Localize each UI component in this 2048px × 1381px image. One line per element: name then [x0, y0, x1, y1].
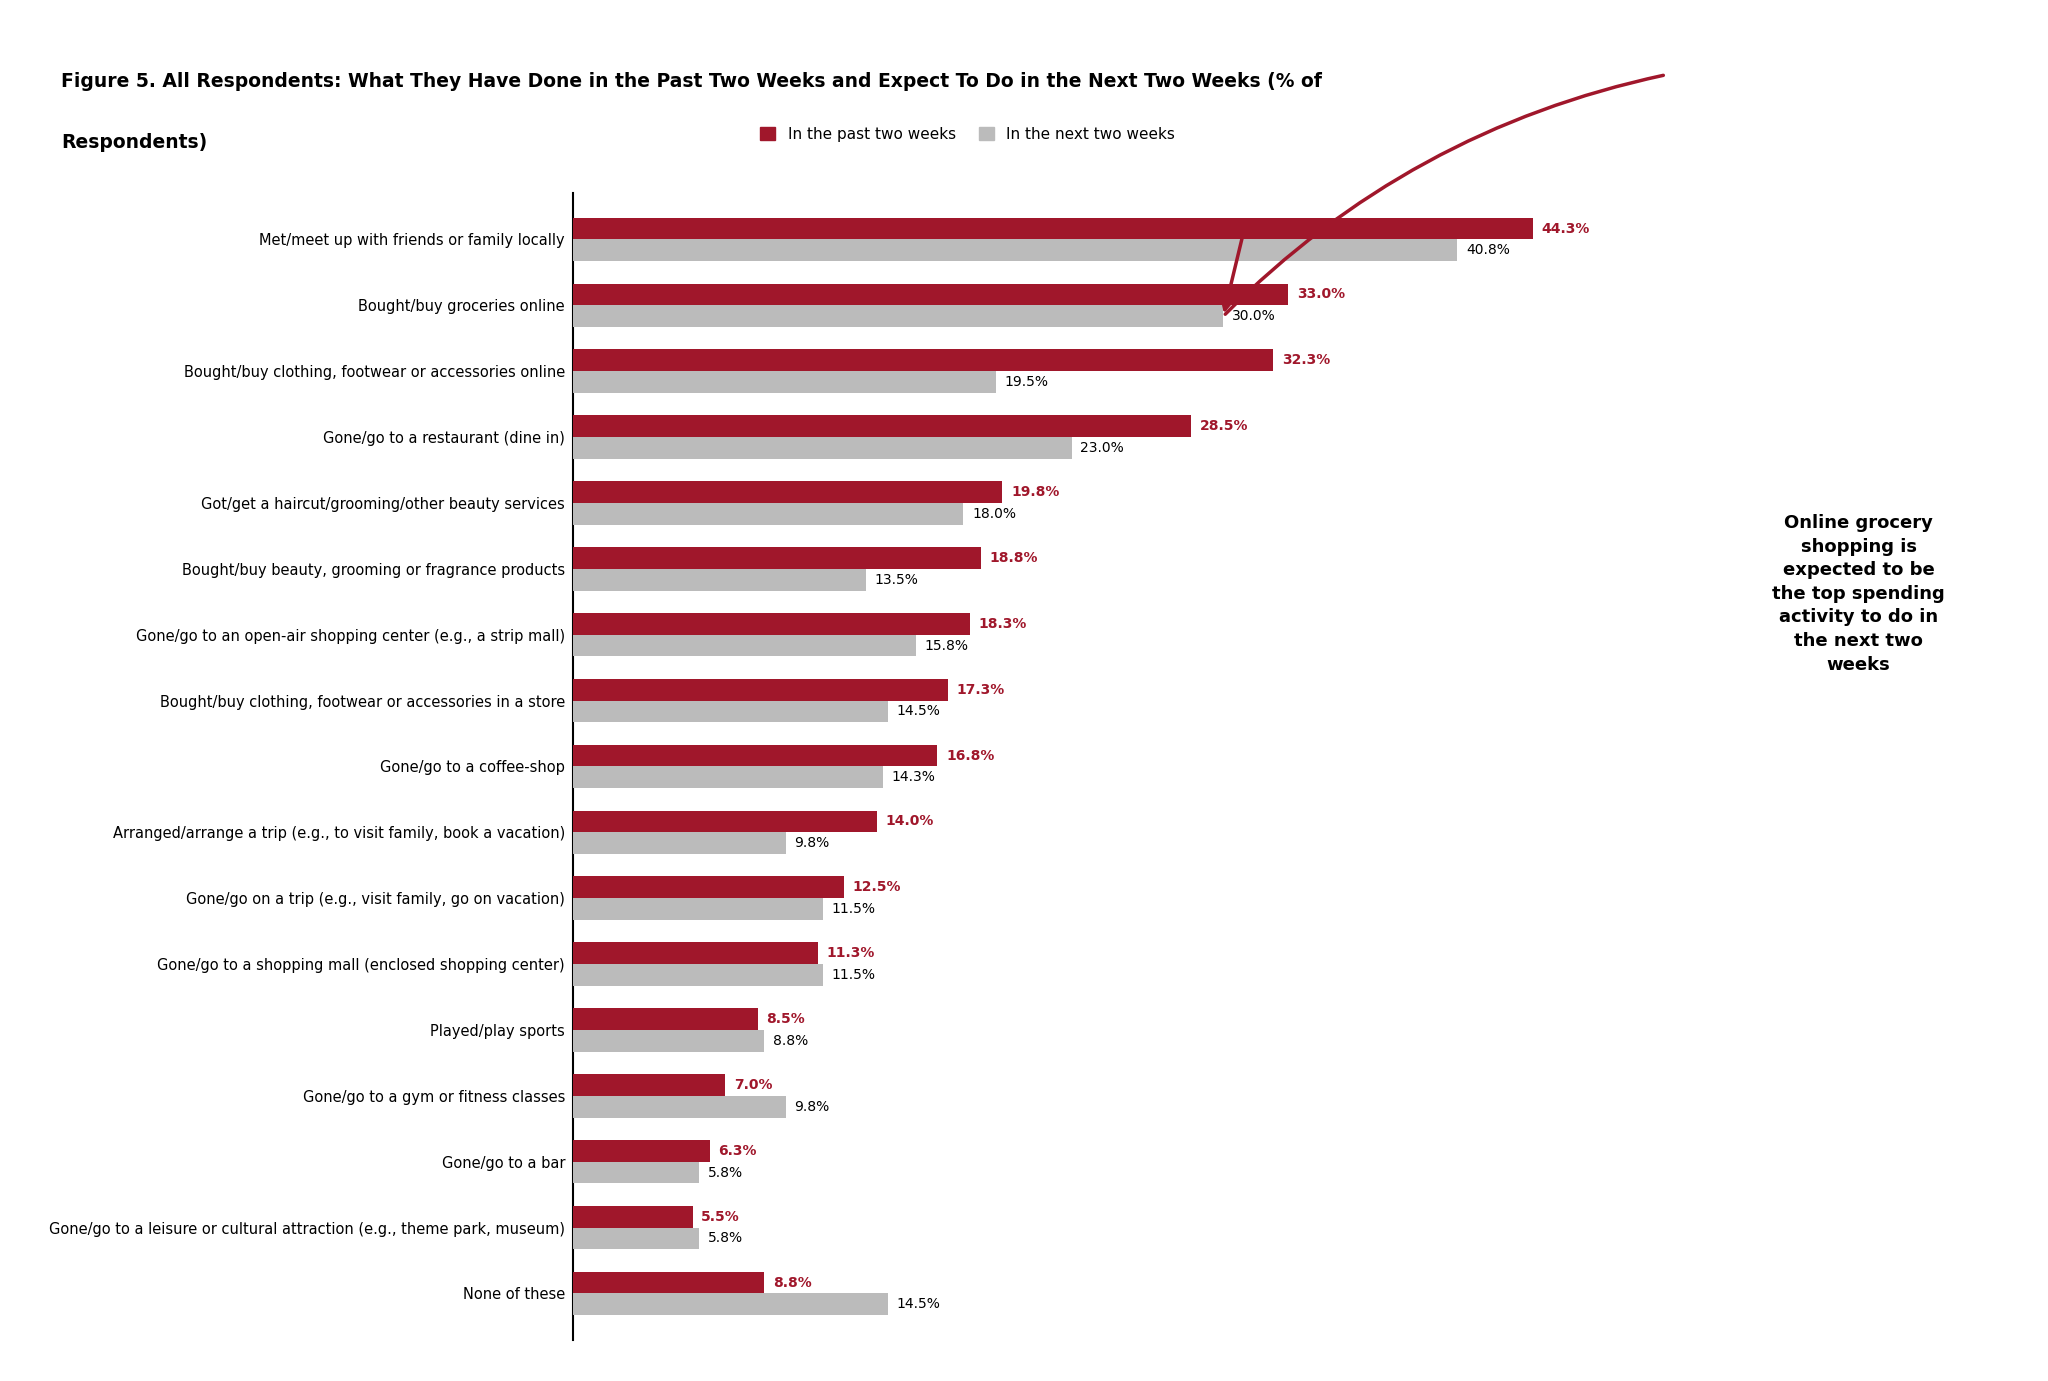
Bar [573, 416, 1190, 436]
Text: 40.8%: 40.8% [1466, 243, 1509, 257]
Bar [573, 613, 971, 635]
Text: 11.5%: 11.5% [831, 968, 874, 982]
Bar [573, 833, 786, 853]
Text: 11.5%: 11.5% [831, 902, 874, 916]
Text: 9.8%: 9.8% [795, 1099, 829, 1113]
Bar [573, 1008, 758, 1030]
Text: 18.8%: 18.8% [989, 551, 1038, 565]
Text: 33.0%: 33.0% [1296, 287, 1346, 301]
Text: 15.8%: 15.8% [924, 638, 969, 653]
FancyBboxPatch shape [1688, 311, 2030, 877]
Text: 18.0%: 18.0% [973, 507, 1016, 521]
Text: 17.3%: 17.3% [956, 682, 1006, 696]
Bar [573, 1272, 764, 1294]
Bar [573, 218, 1534, 239]
Bar [573, 305, 1223, 327]
Text: 14.3%: 14.3% [891, 771, 936, 784]
Bar [573, 942, 819, 964]
Bar [573, 239, 1458, 261]
Legend: In the past two weeks, In the next two weeks: In the past two weeks, In the next two w… [754, 120, 1182, 148]
Bar [573, 503, 963, 525]
Text: 13.5%: 13.5% [874, 573, 918, 587]
Text: 14.5%: 14.5% [897, 1297, 940, 1312]
Text: 14.5%: 14.5% [897, 704, 940, 718]
Text: 5.8%: 5.8% [709, 1166, 743, 1179]
Bar [573, 700, 887, 722]
Text: 30.0%: 30.0% [1233, 309, 1276, 323]
Text: 23.0%: 23.0% [1081, 441, 1124, 454]
Text: 19.5%: 19.5% [1004, 376, 1049, 389]
Text: 14.0%: 14.0% [885, 815, 934, 829]
Text: 11.3%: 11.3% [827, 946, 874, 960]
Text: 32.3%: 32.3% [1282, 354, 1329, 367]
Bar [573, 371, 995, 394]
Text: 44.3%: 44.3% [1542, 221, 1589, 236]
Bar [573, 349, 1274, 371]
Bar [573, 964, 823, 986]
Bar [573, 1206, 692, 1228]
Bar [573, 547, 981, 569]
Text: 16.8%: 16.8% [946, 749, 995, 762]
Bar [573, 811, 877, 833]
Text: 7.0%: 7.0% [733, 1079, 772, 1092]
Bar [573, 481, 1001, 503]
Bar [573, 436, 1071, 458]
Bar [573, 877, 844, 898]
Text: Respondents): Respondents) [61, 133, 207, 152]
Text: Figure 5. All Respondents: What They Have Done in the Past Two Weeks and Expect : Figure 5. All Respondents: What They Hav… [61, 72, 1323, 91]
Text: Online grocery
shopping is
expected to be
the top spending
activity to do in
the: Online grocery shopping is expected to b… [1772, 514, 1946, 674]
Text: 8.8%: 8.8% [772, 1034, 809, 1048]
Bar [573, 1097, 786, 1117]
Bar [573, 1030, 764, 1052]
Text: 8.5%: 8.5% [766, 1012, 805, 1026]
Bar [573, 1074, 725, 1097]
Text: 9.8%: 9.8% [795, 837, 829, 851]
Bar [573, 1228, 698, 1250]
Text: 6.3%: 6.3% [719, 1143, 758, 1157]
Text: 12.5%: 12.5% [852, 880, 901, 895]
Text: 19.8%: 19.8% [1012, 485, 1059, 499]
Bar [573, 744, 938, 766]
Bar [573, 679, 948, 700]
Text: 28.5%: 28.5% [1200, 420, 1247, 434]
Text: 18.3%: 18.3% [979, 617, 1026, 631]
Bar [573, 1161, 698, 1184]
Bar [573, 283, 1288, 305]
Text: 5.5%: 5.5% [700, 1210, 739, 1224]
Text: 5.8%: 5.8% [709, 1232, 743, 1246]
Bar [573, 1139, 711, 1161]
Bar [573, 898, 823, 920]
Bar [573, 569, 866, 591]
Bar [573, 1294, 887, 1315]
Bar [573, 766, 883, 789]
Text: 8.8%: 8.8% [772, 1276, 811, 1290]
Bar [573, 635, 915, 656]
